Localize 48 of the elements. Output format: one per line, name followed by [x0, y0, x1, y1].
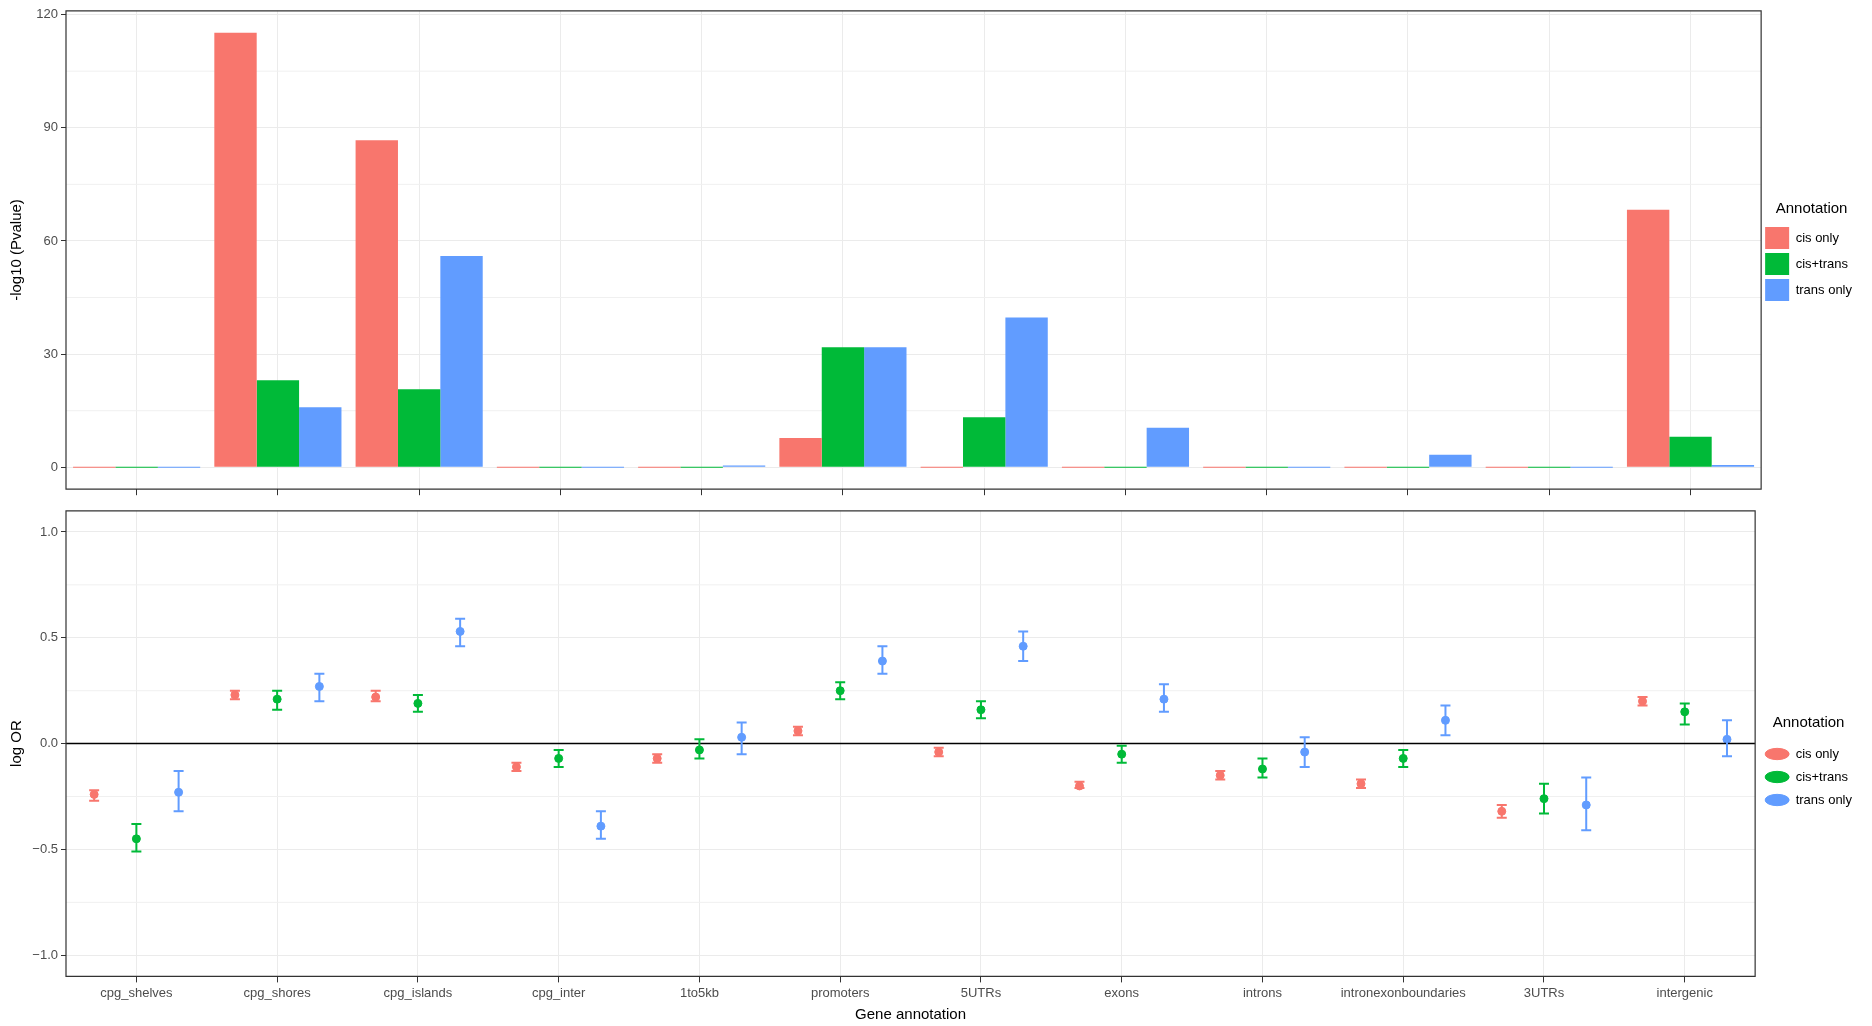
bar — [299, 407, 342, 467]
bar — [1429, 454, 1472, 467]
legend-title: Annotation — [1772, 713, 1845, 731]
y-axis-title: log OR — [7, 720, 25, 767]
x-tick-label: cpg_islands — [383, 984, 453, 1000]
legend-label: cis+trans — [1795, 255, 1849, 271]
bar — [1146, 427, 1190, 467]
bar — [256, 380, 300, 467]
y-axis-title: -log10 (Pvalue) — [7, 199, 25, 301]
y-tick-label: 90 — [43, 119, 58, 135]
legend-label: cis+trans — [1795, 768, 1849, 784]
bar — [1626, 209, 1670, 467]
legend-label: cis only — [1795, 229, 1840, 245]
bar — [397, 389, 441, 467]
bar — [864, 347, 907, 467]
y-tick-label: 0.5 — [39, 629, 58, 645]
x-tick-label: 1to5kb — [679, 984, 719, 1000]
y-tick-label: 60 — [43, 232, 58, 248]
legend-label: cis only — [1795, 745, 1840, 761]
x-tick-label: introns — [1242, 984, 1283, 1000]
y-tick-label: −1.0 — [32, 946, 58, 962]
y-tick-label: 120 — [36, 6, 58, 22]
x-tick-label: 3UTRs — [1523, 984, 1565, 1000]
bar — [1669, 436, 1712, 467]
bar — [440, 256, 483, 467]
y-tick-label: 1.0 — [39, 523, 58, 539]
bar — [779, 437, 822, 467]
x-tick-label: cpg_shelves — [100, 984, 174, 1000]
x-tick-label: cpg_inter — [531, 984, 587, 1000]
x-tick-label: promoters — [810, 984, 870, 1000]
y-tick-label: 30 — [43, 345, 58, 361]
x-tick-label: intronexonboundaries — [1340, 984, 1467, 1000]
y-tick-label: −0.5 — [32, 841, 58, 856]
legend-label: trans only — [1795, 791, 1853, 807]
bar — [821, 347, 865, 467]
x-tick-label: intergenic — [1656, 984, 1714, 1000]
legend-label: trans only — [1795, 281, 1853, 297]
x-tick-label: exons — [1104, 984, 1140, 1000]
bar — [355, 140, 398, 467]
y-tick-label: 0.0 — [39, 735, 58, 751]
bar — [963, 417, 1006, 467]
bar — [1005, 317, 1048, 467]
x-axis-title: Gene annotation — [855, 1005, 967, 1023]
x-tick-label: 5UTRs — [960, 984, 1002, 1000]
legend-title: Annotation — [1775, 198, 1848, 216]
x-tick-label: cpg_shores — [243, 984, 312, 1000]
y-tick-label: 0 — [50, 458, 58, 474]
bar — [214, 32, 257, 467]
